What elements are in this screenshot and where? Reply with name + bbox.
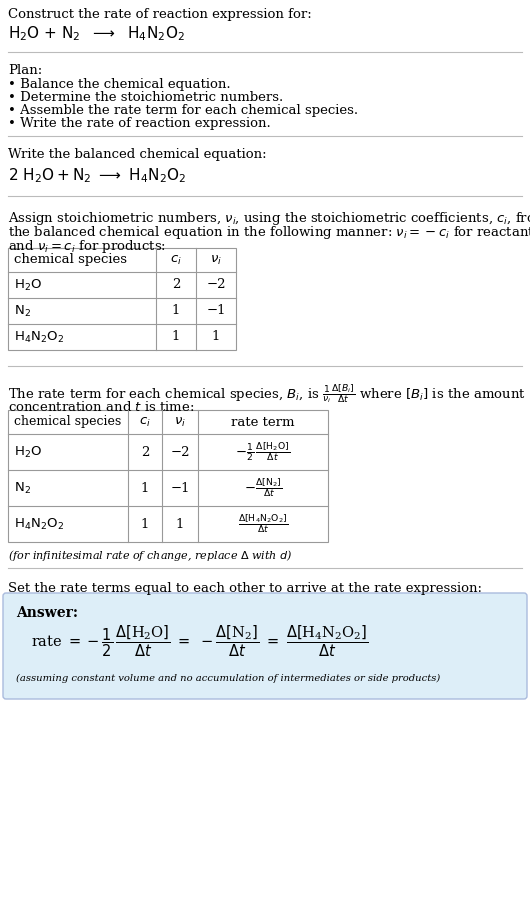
FancyBboxPatch shape	[3, 593, 527, 699]
Text: $\mathregular{N_2}$: $\mathregular{N_2}$	[14, 480, 31, 496]
Text: Plan:: Plan:	[8, 64, 42, 77]
Text: $\mathregular{H_2O}$: $\mathregular{H_2O}$	[14, 278, 42, 292]
Text: $\mathregular{N_2}$: $\mathregular{N_2}$	[14, 303, 31, 318]
Text: $\frac{\Delta[\mathregular{H_4N_2O_2}]}{\Delta t}$: $\frac{\Delta[\mathregular{H_4N_2O_2}]}{…	[238, 512, 288, 535]
Text: −1: −1	[206, 305, 226, 318]
Text: $-\frac{\Delta[\mathregular{N_2}]}{\Delta t}$: $-\frac{\Delta[\mathregular{N_2}]}{\Delt…	[244, 477, 282, 500]
Text: 1: 1	[141, 518, 149, 531]
Text: and $\nu_i = c_i$ for products:: and $\nu_i = c_i$ for products:	[8, 238, 166, 255]
Text: • Determine the stoichiometric numbers.: • Determine the stoichiometric numbers.	[8, 91, 283, 104]
Text: $c_i$: $c_i$	[139, 416, 151, 429]
Text: −1: −1	[170, 481, 190, 494]
Text: 1: 1	[172, 305, 180, 318]
Text: $c_i$: $c_i$	[170, 254, 182, 267]
Text: 1: 1	[176, 518, 184, 531]
Text: (for infinitesimal rate of change, replace $\Delta$ with $d$): (for infinitesimal rate of change, repla…	[8, 548, 293, 563]
Text: −2: −2	[170, 446, 190, 459]
Text: • Assemble the rate term for each chemical species.: • Assemble the rate term for each chemic…	[8, 104, 358, 117]
Text: Assign stoichiometric numbers, $\nu_i$, using the stoichiometric coefficients, $: Assign stoichiometric numbers, $\nu_i$, …	[8, 210, 530, 227]
Text: concentration and $t$ is time:: concentration and $t$ is time:	[8, 400, 195, 414]
Text: $\nu_i$: $\nu_i$	[174, 416, 186, 429]
Text: $-\frac{1}{2}\,\frac{\Delta[\mathregular{H_2O}]}{\Delta t}$: $-\frac{1}{2}\,\frac{\Delta[\mathregular…	[235, 440, 290, 463]
Text: $\mathregular{H_2O}$: $\mathregular{H_2O}$	[14, 444, 42, 460]
Text: the balanced chemical equation in the following manner: $\nu_i = -c_i$ for react: the balanced chemical equation in the fo…	[8, 224, 530, 241]
Text: The rate term for each chemical species, $B_i$, is $\frac{1}{\nu_i}\frac{\Delta[: The rate term for each chemical species,…	[8, 382, 526, 405]
Text: • Balance the chemical equation.: • Balance the chemical equation.	[8, 78, 231, 91]
Text: chemical species: chemical species	[14, 254, 127, 267]
Text: Write the balanced chemical equation:: Write the balanced chemical equation:	[8, 148, 267, 161]
Text: $2\ \mathregular{H_2O} + \mathregular{N_2}\ \longrightarrow\ \mathregular{H_4N_2: $2\ \mathregular{H_2O} + \mathregular{N_…	[8, 166, 186, 185]
Text: chemical species: chemical species	[14, 416, 121, 429]
Bar	[8, 248, 236, 350]
Bar	[8, 410, 328, 542]
Text: $\nu_i$: $\nu_i$	[210, 254, 222, 267]
Text: (assuming constant volume and no accumulation of intermediates or side products): (assuming constant volume and no accumul…	[16, 673, 440, 682]
Text: 2: 2	[141, 446, 149, 459]
Text: 2: 2	[172, 278, 180, 291]
Text: rate $= -\dfrac{1}{2}\,\dfrac{\Delta[\mathregular{H_2O}]}{\Delta t}\ =\ -\dfrac{: rate $= -\dfrac{1}{2}\,\dfrac{\Delta[\ma…	[31, 623, 368, 659]
Text: $\mathregular{H_4N_2O_2}$: $\mathregular{H_4N_2O_2}$	[14, 329, 64, 345]
Text: 1: 1	[141, 481, 149, 494]
Text: −2: −2	[206, 278, 226, 291]
Text: rate term: rate term	[231, 416, 295, 429]
Text: 1: 1	[172, 330, 180, 343]
Text: $\mathregular{H_4N_2O_2}$: $\mathregular{H_4N_2O_2}$	[14, 517, 64, 531]
Text: Set the rate terms equal to each other to arrive at the rate expression:: Set the rate terms equal to each other t…	[8, 582, 482, 595]
Text: 1: 1	[212, 330, 220, 343]
Text: Construct the rate of reaction expression for:: Construct the rate of reaction expressio…	[8, 8, 312, 21]
Text: • Write the rate of reaction expression.: • Write the rate of reaction expression.	[8, 117, 271, 130]
Text: $\mathregular{H_2O}$ $+$ $\mathregular{N_2}$  $\longrightarrow$  $\mathregular{H: $\mathregular{H_2O}$ $+$ $\mathregular{N…	[8, 24, 185, 43]
Text: Answer:: Answer:	[16, 606, 78, 620]
